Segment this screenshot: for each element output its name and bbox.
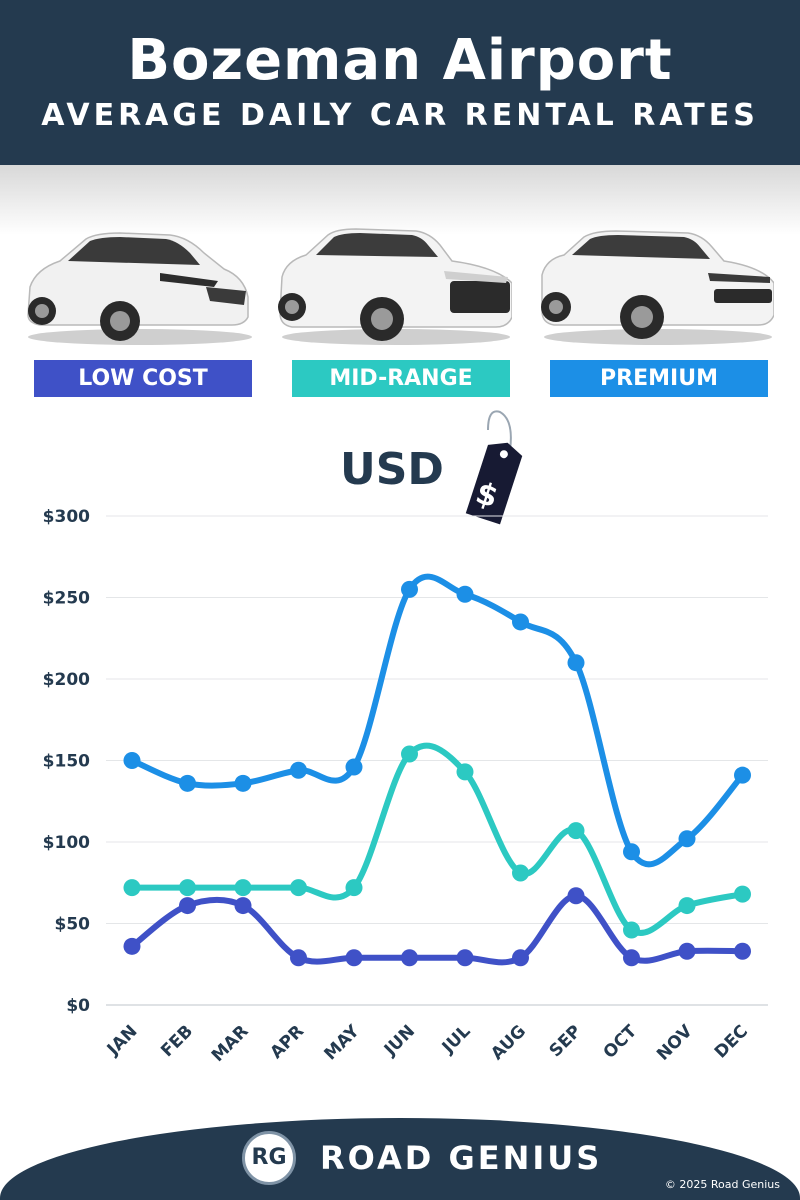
data-point: [345, 879, 363, 897]
x-tick-label: AUG: [487, 1021, 530, 1064]
series-line: [129, 573, 746, 868]
x-tick-label: DEC: [711, 1021, 752, 1062]
y-tick-label: $250: [43, 589, 90, 609]
data-point: [290, 949, 307, 967]
x-tick-label: JUN: [380, 1021, 419, 1060]
category-badge-premium: PREMIUM: [550, 360, 768, 397]
data-point: [456, 763, 474, 781]
x-tick-label: FEB: [157, 1021, 197, 1061]
series-line: [129, 742, 746, 936]
data-point: [179, 897, 196, 915]
currency-label: USD: [340, 444, 444, 495]
suv-car-image: [278, 228, 512, 345]
y-tick-label: $150: [43, 752, 90, 772]
data-point: [179, 774, 196, 792]
copyright: © 2025 Road Genius: [664, 1178, 780, 1191]
data-point: [512, 864, 529, 882]
data-point: [456, 949, 474, 967]
data-point: [345, 949, 363, 967]
data-point: [567, 654, 585, 672]
data-point: [456, 585, 474, 603]
hatchback-car-image: [27, 232, 252, 345]
x-tick-label: NOV: [653, 1021, 697, 1065]
data-point: [678, 942, 696, 960]
data-point: [290, 879, 307, 897]
x-tick-label: JAN: [103, 1021, 142, 1060]
x-tick-label: SEP: [546, 1021, 586, 1061]
y-tick-label: $50: [55, 915, 91, 935]
data-point: [401, 580, 418, 598]
data-point: [734, 885, 751, 903]
y-tick-label: $300: [43, 507, 90, 527]
data-point: [234, 897, 252, 915]
data-point: [345, 758, 363, 776]
line-chart: $0 $50 $100 $150 $200 $250 $300 JAN FEB MAR APR MA…: [43, 507, 768, 1066]
brand-name: ROAD GENIUS: [320, 1139, 603, 1177]
category-badge-mid-range: MID-RANGE: [292, 360, 510, 397]
data-point: [234, 879, 252, 897]
x-tick-label: MAY: [321, 1021, 364, 1064]
x-tick-label: MAR: [208, 1021, 253, 1066]
category-badge-low-cost: LOW COST: [34, 360, 252, 397]
data-point: [123, 752, 141, 769]
data-point: [123, 937, 141, 955]
data-point: [179, 879, 196, 897]
data-point: [123, 879, 141, 897]
y-tick-label: $200: [43, 670, 90, 690]
data-point: [401, 949, 418, 967]
x-tick-label: APR: [267, 1021, 309, 1063]
data-point: [567, 887, 585, 905]
data-point: [623, 921, 640, 939]
page-subtitle: AVERAGE DAILY CAR RENTAL RATES: [41, 98, 759, 133]
y-tick-label: $100: [43, 833, 90, 853]
data-point: [401, 745, 418, 763]
x-tick-label: JUL: [438, 1021, 475, 1058]
data-point: [234, 774, 252, 792]
y-tick-label: $0: [66, 996, 90, 1016]
data-point: [678, 830, 696, 848]
data-point: [734, 942, 751, 960]
data-point: [567, 822, 585, 840]
header: Bozeman Airport AVERAGE DAILY CAR RENTAL…: [0, 0, 800, 165]
data-point: [512, 949, 529, 967]
dollar-price-tag-icon: $: [465, 410, 523, 525]
x-tick-label: OCT: [600, 1021, 642, 1063]
page-title: Bozeman Airport: [127, 28, 673, 93]
data-point: [678, 897, 696, 915]
data-point: [623, 949, 640, 967]
data-point: [734, 766, 751, 784]
luxury-suv-image: [541, 230, 774, 345]
road-genius-logo: RG: [242, 1131, 296, 1185]
header-shadow: [0, 165, 800, 235]
data-point: [623, 843, 640, 861]
data-point: [512, 613, 529, 631]
data-point: [290, 761, 307, 779]
